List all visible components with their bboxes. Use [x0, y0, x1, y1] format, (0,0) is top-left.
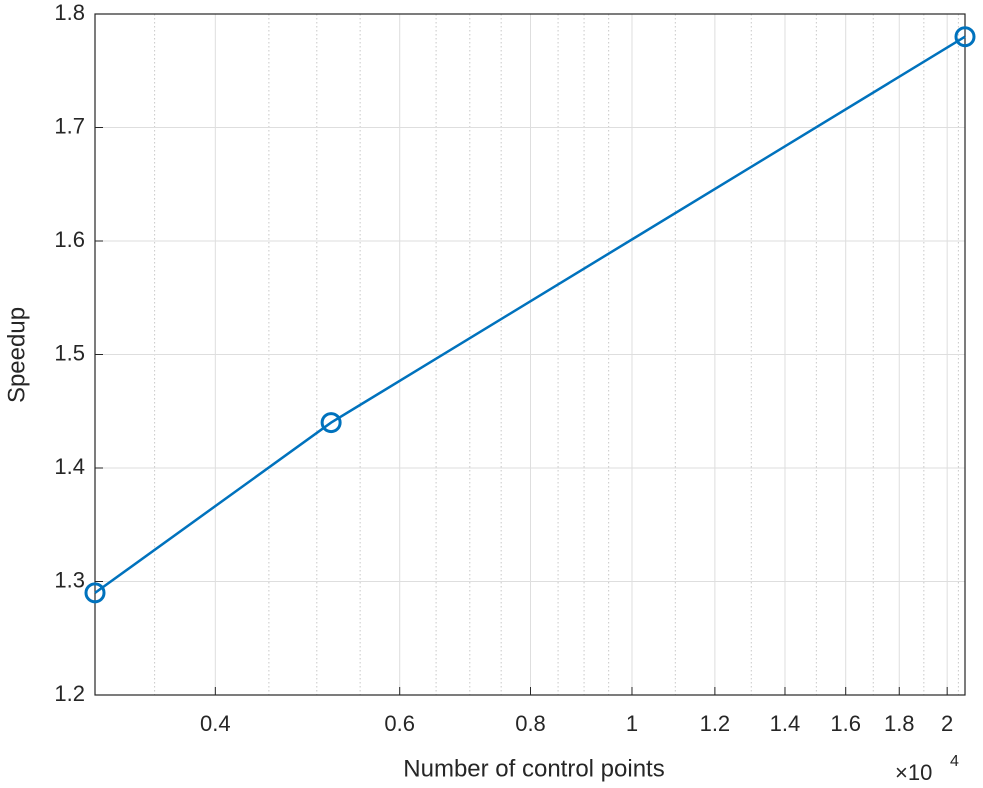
x-tick-label: 1.6: [830, 711, 861, 736]
y-tick-label: 1.4: [54, 454, 85, 479]
x-tick-label: 0.4: [200, 711, 231, 736]
y-tick-label: 1.7: [54, 113, 85, 138]
axes-box: [94, 13, 966, 696]
x-multiplier: ×10: [895, 760, 932, 785]
x-tick-label: 2: [941, 711, 953, 736]
x-tick-label: 1.2: [700, 711, 731, 736]
y-axis-label: Speedup: [3, 307, 30, 403]
x-tick-label: 1.4: [770, 711, 801, 736]
x-axis-label: Number of control points: [403, 755, 664, 782]
y-tick-label: 1.5: [54, 340, 85, 365]
x-tick-label: 1: [626, 711, 638, 736]
y-tick-label: 1.2: [54, 681, 85, 706]
x-tick-label: 1.8: [884, 711, 915, 736]
data-line: [94, 35, 966, 594]
x-multiplier-exponent: 4: [950, 753, 959, 770]
x-tick-label: 0.6: [384, 711, 415, 736]
y-tick-label: 1.6: [54, 227, 85, 252]
data-point: [320, 412, 342, 434]
y-tick-label: 1.8: [54, 0, 85, 25]
y-tick-label: 1.3: [54, 567, 85, 592]
data-point: [954, 26, 976, 48]
data-point: [84, 582, 106, 604]
x-tick-label: 0.8: [515, 711, 546, 736]
